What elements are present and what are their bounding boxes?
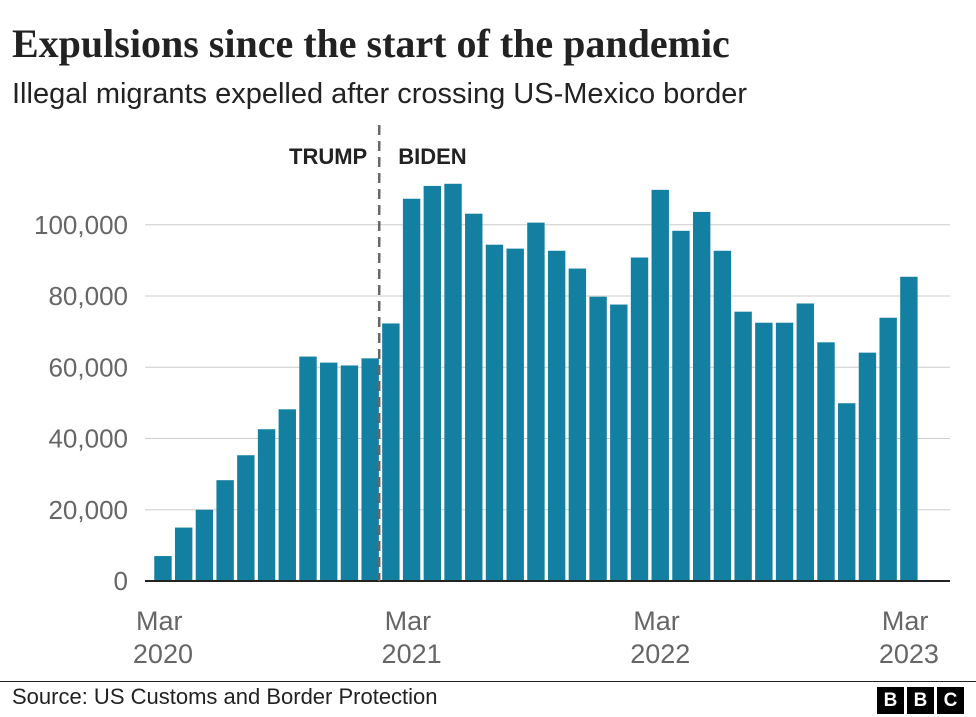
annotation: BIDEN: [398, 144, 466, 169]
bar: [340, 365, 359, 581]
bar: [568, 268, 587, 581]
x-tick-label-line: 2020: [133, 639, 193, 669]
x-tick-label: Mar 2022: [630, 606, 690, 669]
bar: [879, 317, 897, 581]
y-tick-label: 60,000: [48, 352, 128, 382]
bar: [278, 409, 296, 581]
x-tick-label-line: Mar: [882, 606, 936, 636]
bar: [900, 276, 918, 581]
bar: [796, 303, 814, 581]
y-tick-label: 80,000: [48, 281, 128, 311]
bar: [465, 213, 483, 582]
bar: [174, 527, 193, 581]
y-tick-label: 100,000: [34, 210, 128, 240]
bar: [444, 183, 462, 581]
plot: 0 20,000 40,000 60,000 80,000 100,000 Mar 2020…: [34, 125, 950, 669]
x-tick-label-line: 2022: [630, 639, 690, 669]
bar: [651, 189, 669, 581]
bar: [216, 480, 234, 581]
bar: [382, 323, 400, 581]
bar: [485, 244, 504, 581]
bar: [402, 198, 421, 581]
bar: [506, 248, 524, 581]
bar: [817, 342, 835, 581]
bar: [154, 556, 172, 581]
y-tick-label: 0: [114, 566, 128, 596]
x-tick-label: Mar 2021: [382, 606, 442, 669]
x-tick-label-line: 2021: [382, 639, 442, 669]
chart-subtitle: Illegal migrants expelled after crossing…: [12, 78, 747, 110]
bar: [299, 356, 317, 581]
annotation: TRUMP: [289, 144, 367, 169]
bar: [775, 322, 794, 581]
logo-letter: C: [937, 687, 964, 714]
y-tick-label: 20,000: [48, 495, 128, 525]
source: Source: US Customs and Border Protection: [12, 684, 438, 709]
y-tick-label: 40,000: [48, 424, 128, 454]
bar: [361, 358, 379, 581]
bar: [195, 509, 214, 581]
bar: [858, 352, 877, 581]
bar: [527, 222, 545, 582]
footer-rule: [0, 681, 976, 682]
bar: [713, 250, 732, 581]
x-tick-label: Mar 2020: [133, 606, 193, 669]
x-tick-label-line: 2023: [879, 639, 939, 669]
logo-letter: B: [877, 687, 904, 714]
bar: [237, 455, 255, 581]
bar: [257, 429, 276, 581]
chart-title: Expulsions since the start of the pandem…: [12, 21, 730, 66]
bar: [755, 322, 773, 581]
bar: [692, 211, 711, 582]
x-tick-label-line: Mar: [385, 606, 439, 636]
bar: [423, 185, 442, 581]
bar: [672, 230, 690, 581]
bar: [630, 257, 649, 581]
bar: [320, 362, 338, 581]
x-tick-label-line: Mar: [633, 606, 687, 636]
bar: [547, 250, 566, 581]
bar: [838, 403, 856, 581]
x-tick-label-line: Mar: [136, 606, 190, 636]
bar: [589, 296, 607, 581]
logo-letter: B: [907, 687, 934, 714]
bar: [734, 311, 752, 581]
x-tick-label: Mar 2023: [879, 606, 939, 669]
bar: [610, 304, 628, 581]
